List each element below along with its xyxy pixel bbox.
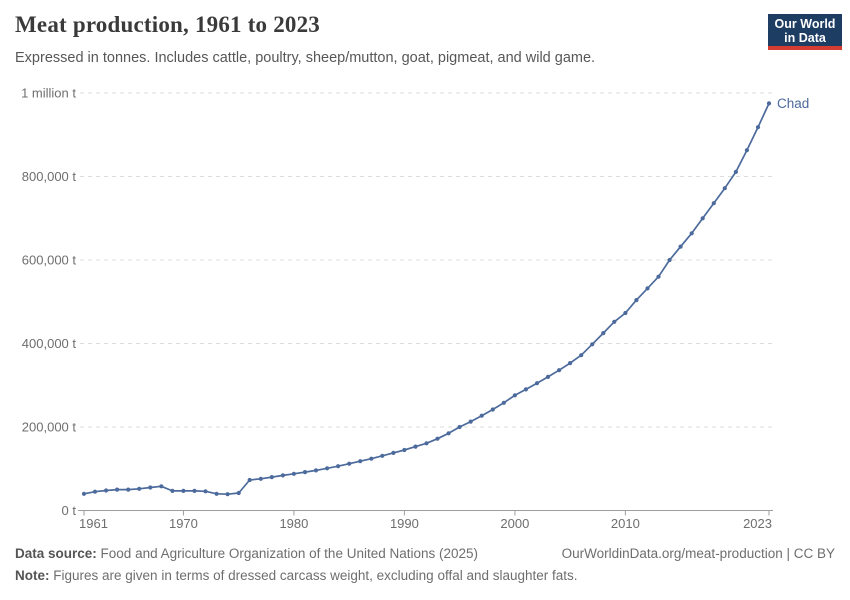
data-point-2016[interactable] <box>689 231 694 236</box>
data-point-1989[interactable] <box>391 450 396 455</box>
y-axis-tick-label: 400,000 t <box>22 336 77 351</box>
data-point-1964[interactable] <box>115 487 120 492</box>
page-title: Meat production, 1961 to 2023 <box>15 12 321 37</box>
data-point-2020[interactable] <box>733 169 739 174</box>
note-label: Note: <box>15 568 50 583</box>
x-axis-tick-label: 2000 <box>500 516 529 531</box>
data-point-1994[interactable] <box>446 431 451 436</box>
data-point-1983[interactable] <box>325 466 330 471</box>
data-point-1992[interactable] <box>424 441 429 446</box>
data-point-2001[interactable] <box>523 387 529 392</box>
data-point-2006[interactable] <box>579 353 584 358</box>
data-point-1995[interactable] <box>457 424 462 430</box>
data-point-1967[interactable] <box>148 485 153 490</box>
owid-logo-text: Our World in Data <box>774 17 836 45</box>
data-point-1993[interactable] <box>435 436 440 441</box>
data-point-2012[interactable] <box>645 286 650 291</box>
chart-note: Note: Figures are given in terms of dres… <box>15 568 835 583</box>
series-label-chad: Chad <box>777 96 809 111</box>
series-line-chad[interactable] <box>83 102 770 496</box>
data-point-1987[interactable] <box>369 456 374 461</box>
x-axis-tick-label: 1961 <box>79 516 108 531</box>
owid-logo-red-bar <box>768 46 842 50</box>
data-point-1975[interactable] <box>236 490 241 496</box>
data-point-1972[interactable] <box>203 489 208 494</box>
data-point-1962[interactable] <box>92 489 98 494</box>
data-point-1997[interactable] <box>479 413 484 418</box>
data-point-1973[interactable] <box>214 491 219 496</box>
data-point-1978[interactable] <box>269 475 274 480</box>
data-source: Data source: Food and Agriculture Organi… <box>15 546 478 561</box>
chart-subtitle: Expressed in tonnes. Includes cattle, po… <box>15 50 596 66</box>
data-point-1976[interactable] <box>247 477 252 483</box>
data-point-1971[interactable] <box>192 488 197 493</box>
x-axis-tick-label: 2023 <box>743 516 772 531</box>
data-point-2014[interactable] <box>667 257 672 263</box>
data-point-1980[interactable] <box>291 471 296 476</box>
data-point-1986[interactable] <box>358 459 363 464</box>
y-axis-tick-label: 200,000 t <box>22 420 77 435</box>
citation-link[interactable]: OurWorldinData.org/meat-production | CC … <box>561 546 835 561</box>
data-point-1991[interactable] <box>413 444 418 449</box>
data-point-2011[interactable] <box>634 298 639 303</box>
data-point-1968[interactable] <box>159 484 164 489</box>
data-point-2023[interactable] <box>766 101 772 106</box>
data-point-2018[interactable] <box>711 201 716 206</box>
data-point-1988[interactable] <box>380 453 385 458</box>
data-point-2004[interactable] <box>557 368 562 373</box>
x-axis-tick-label: 2010 <box>611 516 640 531</box>
data-point-1998[interactable] <box>490 407 495 412</box>
data-point-2013[interactable] <box>656 274 661 279</box>
data-point-1999[interactable] <box>501 400 506 405</box>
data-point-1969[interactable] <box>170 488 175 493</box>
y-axis-tick-label: 600,000 t <box>22 253 77 268</box>
data-point-2008[interactable] <box>601 331 606 336</box>
data-point-1977[interactable] <box>258 476 263 481</box>
data-point-1990[interactable] <box>402 447 407 453</box>
y-axis-tick-label: 1 million t <box>21 86 76 101</box>
data-point-2007[interactable] <box>590 342 595 347</box>
data-point-2000[interactable] <box>512 393 518 398</box>
data-point-2003[interactable] <box>545 374 551 379</box>
data-point-1979[interactable] <box>280 473 285 478</box>
data-point-2021[interactable] <box>744 148 750 153</box>
data-point-1961[interactable] <box>81 491 87 496</box>
data-point-2017[interactable] <box>700 216 705 221</box>
data-point-1984[interactable] <box>336 464 341 469</box>
data-point-2005[interactable] <box>568 361 573 366</box>
data-point-2010[interactable] <box>623 310 628 316</box>
x-axis-tick-label: 1970 <box>169 516 198 531</box>
data-point-2009[interactable] <box>612 319 617 324</box>
data-point-2015[interactable] <box>678 244 683 249</box>
data-point-1965[interactable] <box>126 487 131 492</box>
data-point-1963[interactable] <box>104 488 109 493</box>
data-point-2002[interactable] <box>534 381 540 386</box>
data-source-text: Food and Agriculture Organization of the… <box>100 546 479 561</box>
data-point-1974[interactable] <box>225 492 230 497</box>
data-source-label: Data source: <box>15 546 97 561</box>
x-axis-tick-label: 1990 <box>390 516 419 531</box>
data-point-1970[interactable] <box>181 488 186 493</box>
data-point-2022[interactable] <box>755 125 761 130</box>
note-text: Figures are given in terms of dressed ca… <box>53 568 578 583</box>
data-point-1985[interactable] <box>347 461 352 466</box>
data-point-2019[interactable] <box>722 186 727 191</box>
data-point-1981[interactable] <box>302 470 308 475</box>
chart-footer: Data source: Food and Agriculture Organi… <box>15 546 835 583</box>
data-point-1996[interactable] <box>468 419 473 424</box>
y-axis-tick-label: 0 t <box>62 503 77 518</box>
data-point-1982[interactable] <box>313 468 319 473</box>
x-axis-tick-label: 1980 <box>279 516 308 531</box>
y-axis-tick-label: 800,000 t <box>22 169 77 184</box>
owid-logo[interactable]: Our World in Data <box>768 14 842 50</box>
data-point-1966[interactable] <box>137 486 142 491</box>
